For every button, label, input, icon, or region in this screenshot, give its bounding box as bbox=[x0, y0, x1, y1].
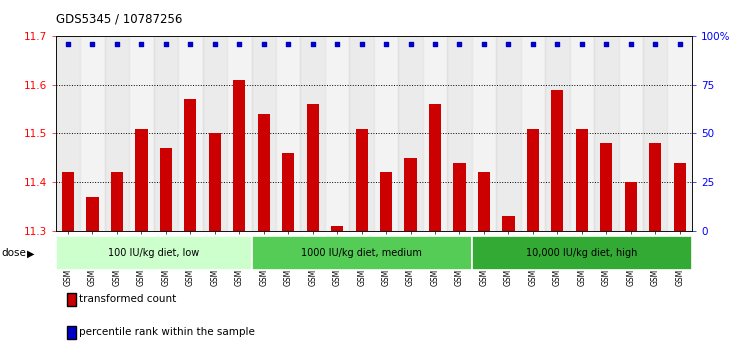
Bar bbox=[160, 148, 172, 231]
Bar bbox=[209, 134, 221, 231]
Point bbox=[551, 41, 563, 47]
Point bbox=[62, 41, 74, 47]
Point bbox=[600, 41, 612, 47]
Bar bbox=[673, 163, 686, 231]
Point bbox=[234, 41, 246, 47]
Point bbox=[356, 41, 368, 47]
Bar bbox=[307, 104, 319, 231]
Bar bbox=[301, 36, 325, 231]
Bar bbox=[380, 172, 392, 231]
Bar bbox=[251, 36, 276, 231]
Bar bbox=[643, 36, 667, 231]
Bar bbox=[331, 226, 343, 231]
Point bbox=[86, 41, 98, 47]
Bar bbox=[178, 36, 202, 231]
Point bbox=[331, 41, 343, 47]
Bar bbox=[405, 158, 417, 231]
Bar bbox=[350, 36, 374, 231]
Point bbox=[380, 41, 392, 47]
Text: 10,000 IU/kg diet, high: 10,000 IU/kg diet, high bbox=[526, 248, 638, 258]
Bar bbox=[545, 36, 570, 231]
Bar bbox=[576, 129, 588, 231]
Text: dose: dose bbox=[1, 248, 26, 258]
Bar bbox=[667, 36, 692, 231]
Point bbox=[135, 41, 147, 47]
Bar bbox=[105, 36, 129, 231]
Bar bbox=[325, 36, 350, 231]
Bar bbox=[276, 36, 301, 231]
Text: transformed count: transformed count bbox=[79, 294, 176, 305]
Point bbox=[650, 41, 661, 47]
Text: ▶: ▶ bbox=[27, 248, 34, 258]
Point bbox=[502, 41, 514, 47]
Bar bbox=[257, 114, 270, 231]
Text: 1000 IU/kg diet, medium: 1000 IU/kg diet, medium bbox=[301, 248, 422, 258]
Point bbox=[307, 41, 318, 47]
Bar bbox=[86, 196, 99, 231]
Text: GDS5345 / 10787256: GDS5345 / 10787256 bbox=[56, 13, 182, 26]
Bar bbox=[62, 172, 74, 231]
Bar bbox=[374, 36, 398, 231]
Bar bbox=[594, 36, 618, 231]
Bar bbox=[600, 143, 612, 231]
Bar bbox=[398, 36, 423, 231]
Bar bbox=[129, 36, 154, 231]
Point bbox=[429, 41, 441, 47]
Point bbox=[527, 41, 539, 47]
Bar bbox=[423, 36, 447, 231]
Bar bbox=[478, 172, 490, 231]
Bar bbox=[185, 99, 196, 231]
Point bbox=[160, 41, 172, 47]
Bar bbox=[356, 129, 368, 231]
Point bbox=[209, 41, 221, 47]
Bar bbox=[625, 182, 637, 231]
Bar bbox=[227, 36, 251, 231]
Bar bbox=[233, 80, 246, 231]
Point bbox=[405, 41, 417, 47]
Point bbox=[282, 41, 294, 47]
Bar bbox=[135, 129, 147, 231]
Bar bbox=[453, 163, 466, 231]
Bar bbox=[154, 36, 178, 231]
Point bbox=[111, 41, 123, 47]
Bar bbox=[502, 216, 515, 231]
Point bbox=[454, 41, 466, 47]
Bar bbox=[496, 36, 521, 231]
Bar bbox=[251, 236, 472, 270]
Bar bbox=[551, 90, 563, 231]
Bar bbox=[472, 236, 692, 270]
Text: 100 IU/kg diet, low: 100 IU/kg diet, low bbox=[108, 248, 199, 258]
Bar bbox=[649, 143, 661, 231]
Point bbox=[185, 41, 196, 47]
Bar bbox=[56, 236, 251, 270]
Bar bbox=[521, 36, 545, 231]
Bar bbox=[527, 129, 539, 231]
Bar bbox=[111, 172, 123, 231]
Point bbox=[674, 41, 686, 47]
Point bbox=[625, 41, 637, 47]
Bar bbox=[447, 36, 472, 231]
Bar bbox=[429, 104, 441, 231]
Bar bbox=[282, 153, 295, 231]
Bar bbox=[472, 36, 496, 231]
Point bbox=[258, 41, 270, 47]
Text: percentile rank within the sample: percentile rank within the sample bbox=[79, 327, 254, 337]
Bar bbox=[56, 36, 80, 231]
Point bbox=[576, 41, 588, 47]
Bar bbox=[202, 36, 227, 231]
Bar bbox=[570, 36, 594, 231]
Bar bbox=[618, 36, 643, 231]
Point bbox=[478, 41, 490, 47]
Bar bbox=[80, 36, 105, 231]
